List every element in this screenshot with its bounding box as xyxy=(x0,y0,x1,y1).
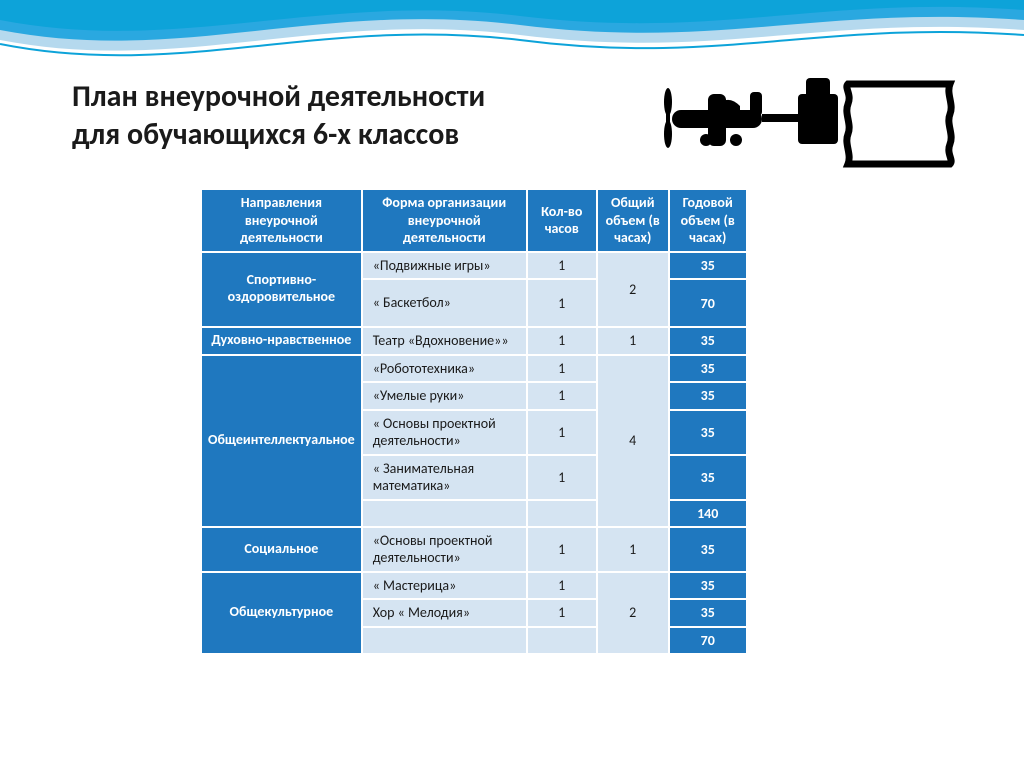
cell-form xyxy=(362,627,527,654)
table-row: Духовно-нравственноеТеатр «Вдохновение»»… xyxy=(201,327,747,355)
cell-direction: Духовно-нравственное xyxy=(201,327,362,355)
cell-form: « Основы проектной деятельности» xyxy=(362,410,527,455)
cell-total: 2 xyxy=(597,572,669,654)
page-title-block: План внеурочной деятельности для обучающ… xyxy=(72,78,485,153)
title-line-1: План внеурочной деятельности xyxy=(72,78,485,116)
cell-direction: Спортивно-оздоровительное xyxy=(201,252,362,328)
cell-total: 2 xyxy=(597,252,669,328)
cell-form: «Умелые руки» xyxy=(362,382,527,410)
cell-year: 140 xyxy=(669,500,747,527)
cell-hours: 1 xyxy=(527,599,597,627)
header-hours: Кол-во часов xyxy=(527,189,597,252)
cell-hours: 1 xyxy=(527,410,597,455)
cell-form: « Мастерица» xyxy=(362,572,527,600)
table-row: Общеинтеллектуальное«Робототехника»1435 xyxy=(201,355,747,383)
cell-form xyxy=(362,500,527,527)
cell-direction: Общекультурное xyxy=(201,572,362,654)
header-form: Форма организации внеурочной деятельност… xyxy=(362,189,527,252)
cell-form: « Баскетбол» xyxy=(362,279,527,327)
cell-form: Хор « Мелодия» xyxy=(362,599,527,627)
cell-total: 1 xyxy=(597,327,669,355)
cell-form: «Робототехника» xyxy=(362,355,527,383)
cell-form: «Подвижные игры» xyxy=(362,252,527,280)
cell-form: «Основы проектной деятельности» xyxy=(362,527,527,572)
header-direction: Направления внеурочной деятельности xyxy=(201,189,362,252)
cell-hours: 1 xyxy=(527,327,597,355)
cell-hours: 1 xyxy=(527,252,597,280)
cell-hours: 1 xyxy=(527,355,597,383)
cell-year: 70 xyxy=(669,627,747,654)
cell-hours xyxy=(527,500,597,527)
header-year: Годовой объем (в часах) xyxy=(669,189,747,252)
cell-hours: 1 xyxy=(527,527,597,572)
cell-hours: 1 xyxy=(527,455,597,500)
table-row: Спортивно-оздоровительное«Подвижные игры… xyxy=(201,252,747,280)
cell-direction: Социальное xyxy=(201,527,362,572)
cell-form: Театр «Вдохновение»» xyxy=(362,327,527,355)
title-line-2: для обучающихся 6-х классов xyxy=(72,116,485,154)
cell-year: 35 xyxy=(669,455,747,500)
cell-year: 35 xyxy=(669,252,747,280)
cell-year: 35 xyxy=(669,355,747,383)
cell-total: 4 xyxy=(597,355,669,527)
table-row: Общекультурное« Мастерица»1235 xyxy=(201,572,747,600)
curriculum-table: Направления внеурочной деятельности Форм… xyxy=(200,188,748,655)
cell-direction: Общеинтеллектуальное xyxy=(201,355,362,527)
cell-hours: 1 xyxy=(527,572,597,600)
cell-total: 1 xyxy=(597,527,669,572)
cell-year: 35 xyxy=(669,572,747,600)
header-total: Общий объем (в часах) xyxy=(597,189,669,252)
cell-year: 35 xyxy=(669,527,747,572)
table-body: Спортивно-оздоровительное«Подвижные игры… xyxy=(201,252,747,654)
cell-year: 35 xyxy=(669,410,747,455)
clipart-icon xyxy=(650,64,960,174)
cell-form: « Занимательная математика» xyxy=(362,455,527,500)
cell-year: 35 xyxy=(669,599,747,627)
cell-hours: 1 xyxy=(527,382,597,410)
table-row: Социальное«Основы проектной деятельности… xyxy=(201,527,747,572)
cell-year: 35 xyxy=(669,382,747,410)
cell-year: 35 xyxy=(669,327,747,355)
table-header-row: Направления внеурочной деятельности Форм… xyxy=(201,189,747,252)
curriculum-table-wrap: Направления внеурочной деятельности Форм… xyxy=(200,188,748,655)
cell-hours xyxy=(527,627,597,654)
cell-year: 70 xyxy=(669,279,747,327)
cell-hours: 1 xyxy=(527,279,597,327)
